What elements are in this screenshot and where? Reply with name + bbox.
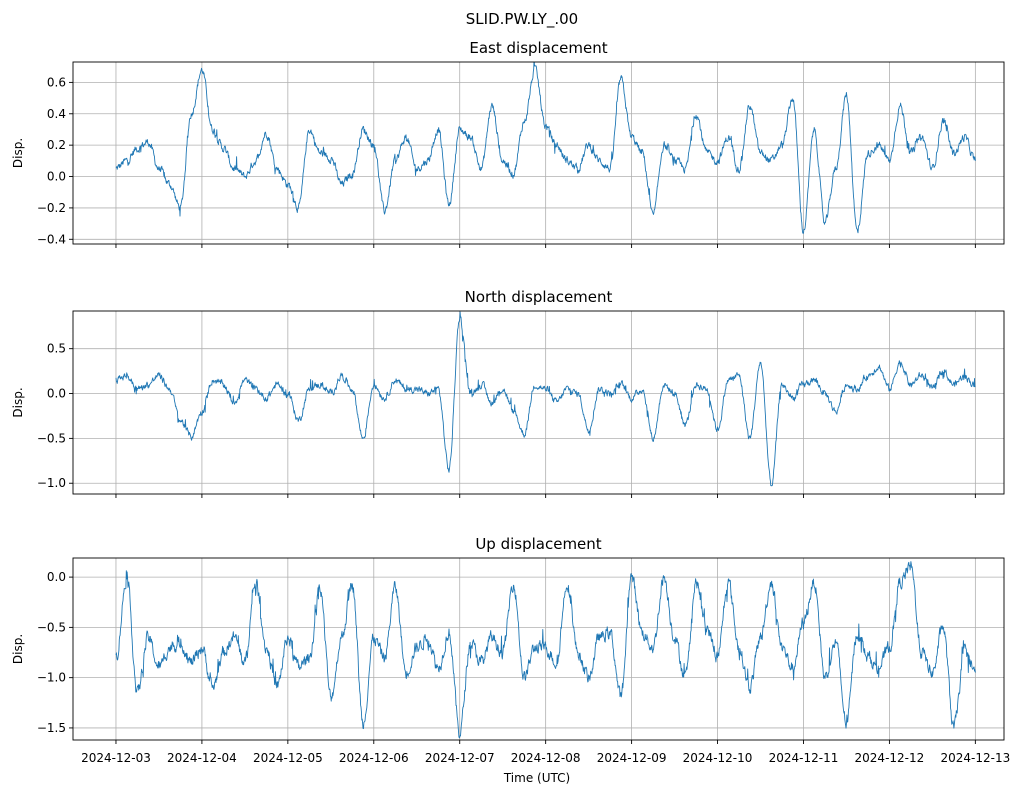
y-tick-label: 0.6 [47, 75, 66, 89]
subplot-title: East displacement [469, 39, 607, 57]
y-tick-label: 0.0 [47, 387, 66, 401]
x-tick-label: 2024-12-09 [597, 751, 667, 765]
series-line-north [115, 311, 976, 487]
y-axis-label: Disp. [11, 138, 25, 168]
subplot-north: −1.0 −0.5 0.0 0.5 North displacement Disp. [11, 288, 1005, 498]
y-tick-label: −1.5 [37, 721, 66, 735]
x-tick-label: 2024-12-11 [769, 751, 839, 765]
axes-frame [72, 310, 1005, 495]
subplots: −0.4 −0.2 0.0 0.2 0.4 0.6 East displacement Dis… [11, 39, 1010, 765]
y-tick-label: 0.2 [47, 138, 66, 152]
axes-frame [72, 557, 1005, 741]
y-axis-label: Disp. [11, 634, 25, 664]
y-tick-label: −1.0 [37, 476, 66, 490]
subplot-up: −1.5 −1.0 −0.5 0.0 2024-12-03 2024-12-04 2024-… [11, 535, 1010, 765]
x-tick-label: 2024-12-05 [253, 751, 323, 765]
y-tick-label: 0.5 [47, 342, 66, 356]
x-axis-label: Time (UTC) [503, 771, 570, 785]
x-tick-label: 2024-12-07 [425, 751, 495, 765]
y-axis-label: Disp. [11, 387, 25, 417]
y-tick-label: 0.0 [47, 170, 66, 184]
subplot-title: Up displacement [475, 535, 601, 553]
y-tick-label: −0.5 [37, 431, 66, 445]
subplot-title: North displacement [465, 288, 613, 306]
y-tick-label: −0.5 [37, 620, 66, 634]
y-tick-label: −0.2 [37, 201, 66, 215]
x-tick-label: 2024-12-10 [683, 751, 753, 765]
y-tick-label: 0.4 [47, 107, 66, 121]
x-tick-label: 2024-12-03 [81, 751, 151, 765]
x-tick-label: 2024-12-06 [339, 751, 409, 765]
x-tick-label: 2024-12-12 [855, 751, 925, 765]
x-tick-label: 2024-12-08 [511, 751, 581, 765]
figure-suptitle: SLID.PW.LY_.00 [466, 10, 578, 29]
series-line-east [115, 62, 976, 234]
axes-frame [72, 61, 1005, 245]
subplot-east: −0.4 −0.2 0.0 0.2 0.4 0.6 East displacement Dis… [11, 39, 1005, 248]
x-tick-label: 2024-12-04 [167, 751, 237, 765]
series-line-up [115, 561, 976, 739]
x-tick-label: 2024-12-13 [940, 751, 1010, 765]
y-tick-label: −0.4 [37, 232, 66, 246]
y-tick-label: 0.0 [47, 570, 66, 584]
y-tick-label: −1.0 [37, 671, 66, 685]
